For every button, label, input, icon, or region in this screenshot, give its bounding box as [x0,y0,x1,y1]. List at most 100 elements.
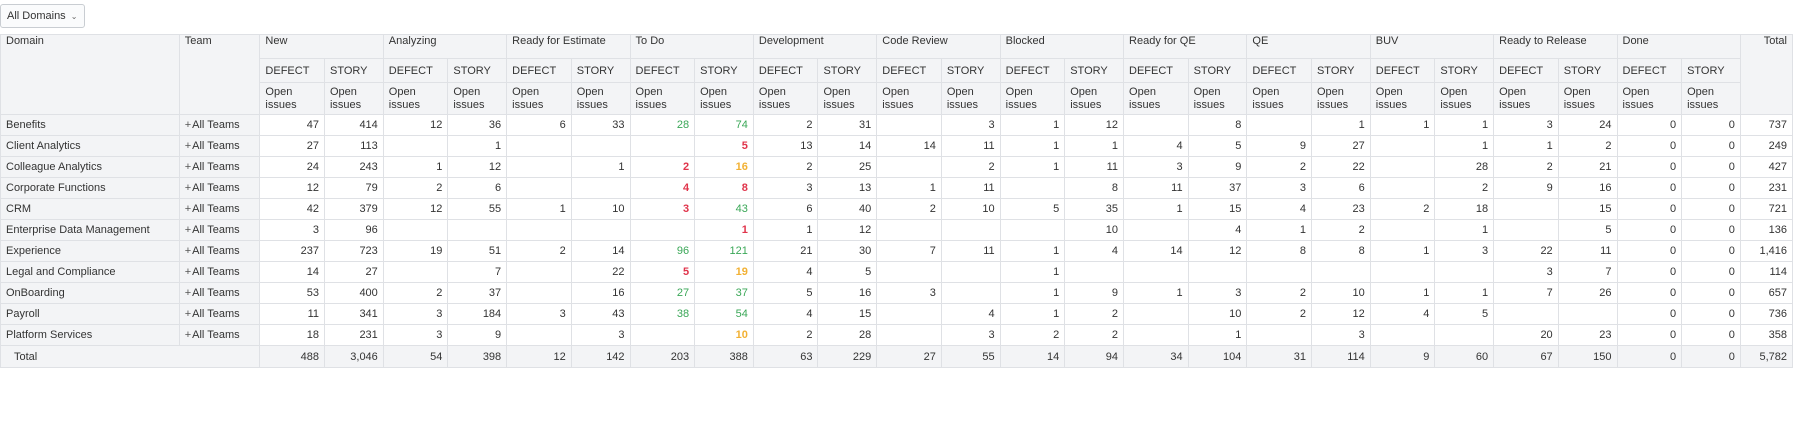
domain-cell[interactable]: OnBoarding [0,282,180,304]
value-cell[interactable]: 3 [940,324,1001,346]
team-expander[interactable]: +All Teams [178,135,261,157]
column-total-cell[interactable]: 488 [259,345,325,368]
value-cell[interactable] [1434,261,1495,283]
value-cell[interactable] [876,219,942,241]
value-cell[interactable]: 23 [1310,198,1371,220]
value-cell[interactable]: 35 [1064,198,1125,220]
value-cell[interactable]: 1 [1369,282,1436,304]
value-cell[interactable] [1123,324,1189,346]
value-cell[interactable]: 5 [694,135,754,157]
value-cell[interactable]: 3 [752,177,819,199]
row-total-cell[interactable]: 736 [1739,303,1793,325]
value-cell[interactable]: 5 [1557,219,1618,241]
value-cell[interactable]: 12 [259,177,325,199]
value-cell[interactable]: 22 [570,261,631,283]
value-cell[interactable]: 12 [1064,114,1125,136]
value-cell[interactable]: 113 [323,135,384,157]
value-cell[interactable] [1557,303,1618,325]
value-cell[interactable]: 12 [817,219,878,241]
value-cell[interactable]: 8 [694,177,754,199]
value-cell[interactable]: 1 [1310,114,1371,136]
value-cell[interactable]: 1 [1187,324,1248,346]
value-cell[interactable] [1369,324,1436,346]
value-cell[interactable]: 8 [1064,177,1125,199]
value-cell[interactable] [1187,261,1248,283]
value-cell[interactable]: 0 [1616,177,1683,199]
value-cell[interactable]: 4 [629,177,696,199]
value-cell[interactable] [570,219,631,241]
value-cell[interactable]: 1 [506,198,572,220]
value-cell[interactable]: 43 [694,198,754,220]
column-total-cell[interactable]: 67 [1493,345,1559,368]
value-cell[interactable]: 9 [1064,282,1125,304]
value-cell[interactable]: 1 [382,156,449,178]
value-cell[interactable]: 5 [752,282,819,304]
value-cell[interactable]: 21 [1557,156,1618,178]
value-cell[interactable]: 3 [1493,261,1559,283]
domain-cell[interactable]: Benefits [0,114,180,136]
value-cell[interactable]: 13 [752,135,819,157]
value-cell[interactable] [506,135,572,157]
plus-icon[interactable]: + [184,224,192,236]
value-cell[interactable]: 27 [259,135,325,157]
value-cell[interactable]: 1 [1123,198,1189,220]
value-cell[interactable]: 42 [259,198,325,220]
value-cell[interactable]: 2 [1557,135,1618,157]
value-cell[interactable]: 96 [323,219,384,241]
value-cell[interactable]: 96 [629,240,696,262]
column-total-cell[interactable]: 104 [1187,345,1248,368]
column-total-cell[interactable]: 150 [1557,345,1618,368]
value-cell[interactable]: 0 [1616,219,1683,241]
value-cell[interactable] [876,156,942,178]
value-cell[interactable]: 3 [876,282,942,304]
value-cell[interactable]: 1 [1064,135,1125,157]
column-total-cell[interactable]: 229 [817,345,878,368]
value-cell[interactable]: 12 [382,198,449,220]
value-cell[interactable]: 2 [999,324,1066,346]
value-cell[interactable]: 4 [1246,198,1312,220]
value-cell[interactable]: 6 [447,177,508,199]
column-total-cell[interactable]: 3,046 [323,345,384,368]
value-cell[interactable]: 37 [694,282,754,304]
value-cell[interactable]: 10 [1064,219,1125,241]
value-cell[interactable]: 30 [817,240,878,262]
grand-total-cell[interactable]: 5,782 [1739,345,1793,368]
column-total-cell[interactable]: 203 [629,345,696,368]
value-cell[interactable]: 18 [1434,198,1495,220]
value-cell[interactable]: 27 [323,261,384,283]
value-cell[interactable]: 11 [1064,156,1125,178]
value-cell[interactable]: 3 [1187,282,1248,304]
value-cell[interactable]: 0 [1681,219,1741,241]
column-total-cell[interactable]: 142 [570,345,631,368]
team-expander[interactable]: +All Teams [178,219,261,241]
team-expander[interactable]: +All Teams [178,282,261,304]
value-cell[interactable]: 16 [817,282,878,304]
value-cell[interactable]: 19 [694,261,754,283]
value-cell[interactable]: 2 [1064,324,1125,346]
value-cell[interactable]: 1 [999,261,1066,283]
domain-cell[interactable]: Enterprise Data Management [0,219,180,241]
value-cell[interactable] [1493,198,1559,220]
value-cell[interactable]: 0 [1681,198,1741,220]
value-cell[interactable]: 1 [1434,114,1495,136]
value-cell[interactable]: 1 [999,303,1066,325]
value-cell[interactable]: 47 [259,114,325,136]
column-total-cell[interactable]: 388 [694,345,754,368]
value-cell[interactable]: 23 [1557,324,1618,346]
domain-cell[interactable]: Client Analytics [0,135,180,157]
value-cell[interactable]: 3 [382,324,449,346]
value-cell[interactable] [1369,261,1436,283]
team-expander[interactable]: +All Teams [178,324,261,346]
value-cell[interactable]: 2 [752,114,819,136]
value-cell[interactable]: 54 [694,303,754,325]
value-cell[interactable]: 231 [323,324,384,346]
value-cell[interactable]: 28 [629,114,696,136]
value-cell[interactable] [1493,219,1559,241]
column-total-cell[interactable]: 0 [1681,345,1741,368]
value-cell[interactable] [1123,114,1189,136]
value-cell[interactable]: 5 [629,261,696,283]
value-cell[interactable] [447,219,508,241]
value-cell[interactable]: 5 [817,261,878,283]
value-cell[interactable] [382,219,449,241]
column-total-cell[interactable]: 55 [940,345,1001,368]
